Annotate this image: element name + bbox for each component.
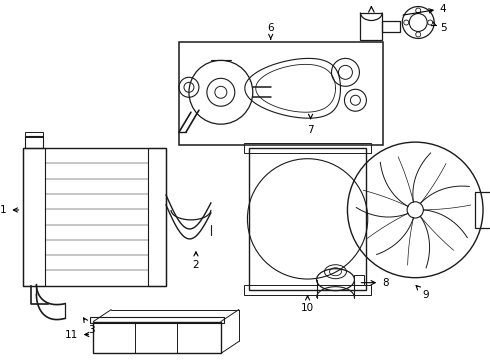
Bar — [93, 321, 221, 354]
Bar — [148, 148, 166, 286]
Bar — [354, 275, 365, 285]
Bar — [244, 143, 371, 153]
Bar — [25, 136, 44, 148]
Text: 10: 10 — [301, 296, 314, 312]
Text: 1: 1 — [0, 205, 19, 215]
Bar — [382, 21, 400, 32]
Text: 7: 7 — [307, 114, 314, 135]
Bar — [249, 148, 367, 290]
Bar — [24, 148, 166, 286]
Bar — [179, 42, 383, 145]
Bar — [90, 316, 224, 323]
Text: 4: 4 — [403, 4, 446, 15]
Text: 3: 3 — [83, 318, 95, 334]
Text: 5: 5 — [431, 22, 446, 33]
Text: 9: 9 — [416, 285, 429, 300]
Text: 2: 2 — [193, 252, 199, 270]
Text: 8: 8 — [361, 278, 389, 288]
Text: 6: 6 — [268, 23, 274, 39]
Bar — [25, 132, 44, 137]
Bar — [24, 148, 46, 286]
Bar — [244, 285, 371, 294]
Text: 11: 11 — [65, 329, 89, 339]
Bar — [475, 192, 490, 228]
Bar — [361, 13, 382, 40]
